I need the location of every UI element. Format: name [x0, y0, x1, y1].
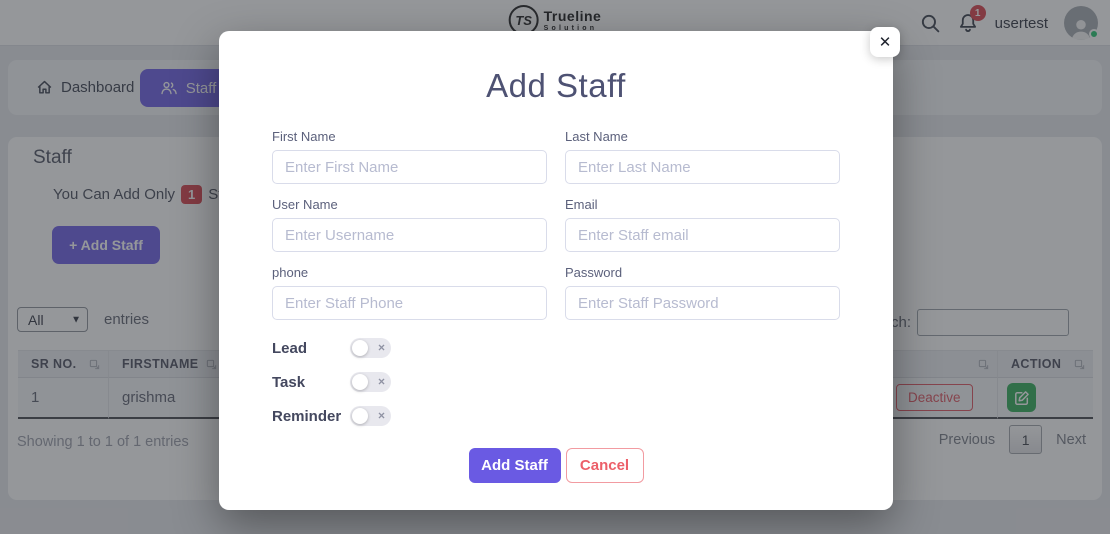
- toggle-row-task: Task ×: [272, 372, 893, 392]
- modal-add-staff-submit-button[interactable]: Add Staff: [468, 448, 561, 483]
- email-label: Email: [565, 197, 598, 212]
- reminder-toggle-label: Reminder: [272, 407, 342, 425]
- toggle-knob: [352, 408, 368, 424]
- field-email: Email: [565, 197, 840, 252]
- field-last-name: Last Name: [565, 129, 840, 184]
- field-password: Password: [565, 265, 840, 320]
- first-name-input[interactable]: [272, 150, 547, 184]
- last-name-input[interactable]: [565, 150, 840, 184]
- permission-toggles: Lead × Task × Reminder ×: [272, 338, 893, 426]
- toggle-row-lead: Lead ×: [272, 338, 893, 358]
- task-toggle-label: Task: [272, 373, 306, 391]
- first-name-label: First Name: [272, 129, 336, 144]
- password-input[interactable]: [565, 286, 840, 320]
- modal-footer: Add Staff Cancel: [219, 448, 893, 483]
- lead-toggle[interactable]: ×: [350, 338, 391, 358]
- lead-toggle-label: Lead: [272, 339, 308, 357]
- email-input[interactable]: [565, 218, 840, 252]
- reminder-toggle[interactable]: ×: [350, 406, 391, 426]
- close-icon[interactable]: ✕: [870, 27, 900, 57]
- user-name-input[interactable]: [272, 218, 547, 252]
- toggle-knob: [352, 340, 368, 356]
- field-phone: phone: [272, 265, 547, 320]
- toggle-off-x-icon: ×: [377, 340, 385, 355]
- toggle-row-reminder: Reminder ×: [272, 406, 893, 426]
- last-name-label: Last Name: [565, 129, 628, 144]
- modal-cancel-button[interactable]: Cancel: [565, 448, 644, 483]
- toggle-knob: [352, 374, 368, 390]
- toggle-off-x-icon: ×: [377, 374, 385, 389]
- modal-title: Add Staff: [486, 67, 626, 104]
- toggle-off-x-icon: ×: [377, 408, 385, 423]
- task-toggle[interactable]: ×: [350, 372, 391, 392]
- field-first-name: First Name: [272, 129, 547, 184]
- password-label: Password: [565, 265, 623, 280]
- add-staff-modal: ✕ Add Staff First Name Last Name User Na…: [219, 27, 900, 510]
- field-user-name: User Name: [272, 197, 547, 252]
- phone-label: phone: [272, 265, 309, 280]
- add-staff-form: First Name Last Name User Name Email pho…: [272, 129, 840, 320]
- user-name-label: User Name: [272, 197, 338, 212]
- phone-input[interactable]: [272, 286, 547, 320]
